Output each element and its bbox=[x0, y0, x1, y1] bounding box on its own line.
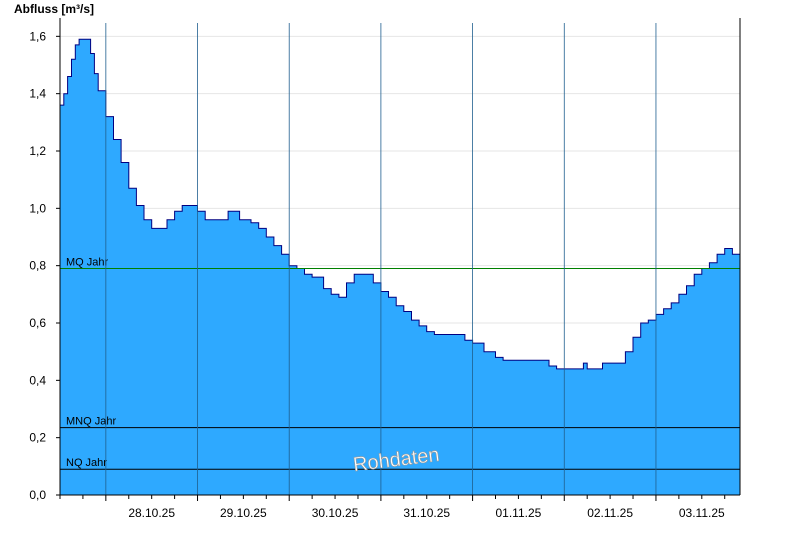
discharge-area bbox=[60, 38, 741, 495]
discharge-line bbox=[60, 38, 741, 370]
reference-line-label: MNQ Jahr bbox=[66, 416, 116, 428]
x-tick-label: 02.11.25 bbox=[587, 506, 633, 520]
y-tick-label: 1,4 bbox=[29, 87, 46, 101]
day-boundary-lines bbox=[105, 23, 657, 495]
y-tick-label: 0,8 bbox=[29, 259, 46, 273]
x-tick-label: 03.11.25 bbox=[679, 506, 725, 520]
y-tick-label: 1,2 bbox=[29, 144, 46, 158]
y-tick-label: 1,0 bbox=[29, 201, 46, 215]
reference-lines: MQ Jahr MNQ Jahr NQ Jahr bbox=[60, 257, 740, 470]
y-axis-title: Abfluss [m³/s] bbox=[14, 2, 94, 16]
y-tick-label: 0,2 bbox=[29, 431, 46, 445]
x-tick-label: 31.10.25 bbox=[403, 506, 450, 520]
tick-labels: 0,0 0,2 0,4 0,6 0,8 1,0 1,2 1,4 1,6 28.10.25 29.10… bbox=[29, 29, 725, 520]
y-tick-label: 0,6 bbox=[29, 316, 46, 330]
reference-line-label: MQ Jahr bbox=[66, 257, 109, 269]
axes bbox=[56, 18, 741, 501]
x-tick-label: 29.10.25 bbox=[220, 506, 267, 520]
reference-line-label: NQ Jahr bbox=[66, 457, 107, 469]
y-tick-label: 0,4 bbox=[29, 373, 46, 387]
y-tick-label: 0,0 bbox=[29, 488, 46, 502]
x-tick-label: 01.11.25 bbox=[496, 506, 542, 520]
x-tick-label: 30.10.25 bbox=[312, 506, 359, 520]
x-tick-label: 28.10.25 bbox=[128, 506, 175, 520]
discharge-area-fill bbox=[60, 39, 740, 495]
y-tick-label: 1,6 bbox=[29, 29, 46, 43]
